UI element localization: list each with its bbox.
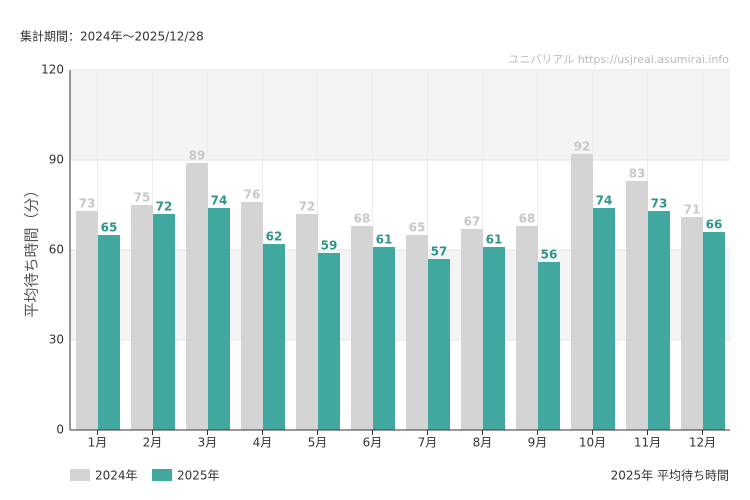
bar: [241, 202, 263, 430]
value-label: 59: [321, 239, 338, 253]
bar: [538, 262, 560, 430]
value-label: 72: [299, 200, 316, 214]
bar: [153, 214, 175, 430]
bar: [296, 214, 318, 430]
footer: 2025年 平均待ち時間: [611, 469, 729, 483]
value-label: 61: [376, 233, 393, 247]
value-label: 89: [189, 149, 206, 163]
x-tick-label: 4月: [253, 436, 273, 450]
bar: [516, 226, 538, 430]
source: ユニバリアル https://usjreal.asumirai.info: [508, 53, 729, 66]
bar: [318, 253, 340, 430]
value-label: 74: [596, 194, 613, 208]
bar: [681, 217, 703, 430]
value-label: 74: [211, 194, 228, 208]
grid-band: [70, 250, 730, 340]
bar: [373, 247, 395, 430]
x-tick-label: 9月: [528, 436, 548, 450]
value-label: 68: [354, 212, 371, 226]
value-label: 61: [486, 233, 503, 247]
bar: [76, 211, 98, 430]
bar: [98, 235, 120, 430]
bar: [648, 211, 670, 430]
bar: [263, 244, 285, 430]
legend-label: 2024年: [95, 469, 138, 483]
value-label: 65: [409, 221, 426, 235]
subtitle: 集計期間：2024年～2025/12/28: [20, 29, 204, 44]
bar: [703, 232, 725, 430]
bar: [351, 226, 373, 430]
bar: [626, 181, 648, 430]
y-tick-label: 0: [56, 423, 64, 437]
bar: [428, 259, 450, 430]
value-label: 92: [574, 140, 591, 154]
x-tick-label: 11月: [634, 436, 661, 450]
x-tick-label: 1月: [88, 436, 108, 450]
bar: [461, 229, 483, 430]
value-label: 56: [541, 248, 558, 262]
grid-band: [70, 70, 730, 160]
value-label: 73: [79, 197, 96, 211]
x-tick-label: 10月: [579, 436, 606, 450]
legend-swatch: [152, 469, 172, 481]
value-label: 75: [134, 191, 151, 205]
legend-label: 2025年: [177, 469, 220, 483]
y-tick-label: 120: [41, 63, 64, 77]
y-axis-label: 平均待ち時間（分）: [23, 182, 41, 317]
value-label: 57: [431, 245, 448, 259]
value-label: 68: [519, 212, 536, 226]
value-label: 66: [706, 218, 723, 232]
value-label: 71: [684, 203, 701, 217]
value-label: 76: [244, 188, 261, 202]
y-tick-label: 90: [49, 153, 64, 167]
x-tick-label: 8月: [473, 436, 493, 450]
legend-swatch: [70, 469, 90, 481]
bar: [483, 247, 505, 430]
x-tick-label: 3月: [198, 436, 218, 450]
bar: [186, 163, 208, 430]
bar: [406, 235, 428, 430]
value-label: 73: [651, 197, 668, 211]
x-tick-label: 2月: [143, 436, 163, 450]
bar: [131, 205, 153, 430]
x-tick-label: 6月: [363, 436, 383, 450]
bar: [571, 154, 593, 430]
bar: [593, 208, 615, 430]
x-tick-label: 12月: [689, 436, 716, 450]
bar: [208, 208, 230, 430]
value-label: 72: [156, 200, 173, 214]
x-tick-label: 5月: [308, 436, 328, 450]
y-tick-label: 30: [49, 333, 64, 347]
value-label: 65: [101, 221, 118, 235]
y-tick-label: 60: [49, 243, 64, 257]
value-label: 62: [266, 230, 283, 244]
x-tick-label: 7月: [418, 436, 438, 450]
value-label: 67: [464, 215, 481, 229]
value-label: 83: [629, 167, 646, 181]
